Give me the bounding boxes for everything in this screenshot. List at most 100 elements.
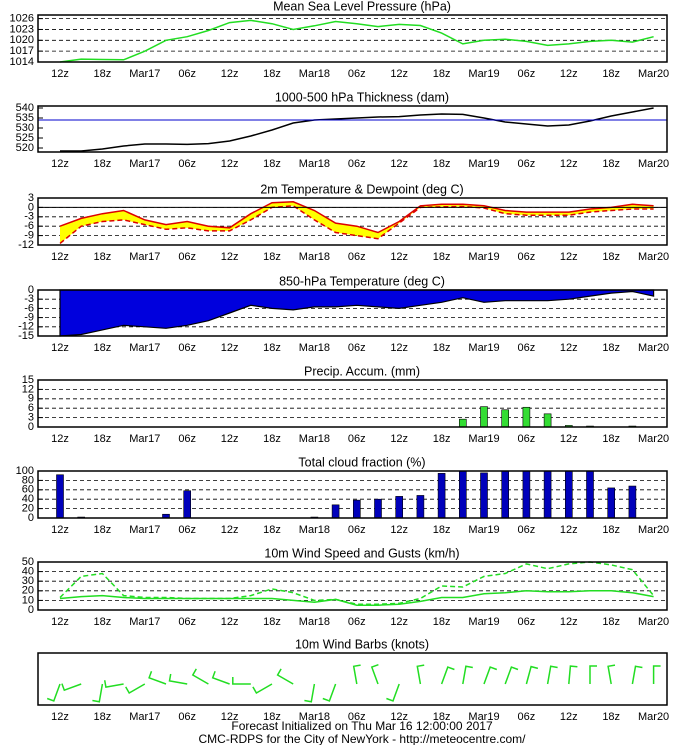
x-tick-label: 18z [433, 342, 451, 354]
panel-title: 2m Temperature & Dewpoint (deg C) [260, 182, 463, 196]
x-tick-label: 12z [51, 711, 69, 723]
x-tick-label: 18z [94, 711, 112, 723]
x-tick-label: Mar17 [129, 342, 160, 354]
x-tick-label: 06z [348, 524, 366, 536]
x-tick-label: Mar20 [638, 433, 669, 445]
x-tick-label: 18z [433, 433, 451, 445]
x-tick-label: Mar18 [299, 433, 330, 445]
x-tick-label: 12z [560, 251, 578, 263]
wind-barb [386, 683, 400, 702]
line [60, 107, 654, 152]
wind-barb [483, 666, 498, 685]
x-tick-label: Mar17 [129, 158, 160, 170]
x-tick-label: Mar19 [468, 524, 499, 536]
x-tick-label: Mar18 [299, 251, 330, 263]
wind-barb [276, 668, 294, 685]
wind-barb [631, 665, 643, 685]
x-tick-label: 18z [94, 433, 112, 445]
area [59, 289, 655, 337]
x-tick-label: 12z [51, 616, 69, 628]
x-tick-label: 18z [263, 68, 281, 80]
x-tick-label: 12z [390, 616, 408, 628]
wind-barb [61, 683, 82, 692]
bar [480, 406, 488, 428]
wind-barb [589, 665, 597, 684]
x-tick-label: 12z [51, 433, 69, 445]
x-tick-label: Mar18 [299, 524, 330, 536]
x-tick-label: Mar20 [638, 342, 669, 354]
wind-barb [416, 664, 425, 685]
y-tick-label: 1020 [10, 34, 34, 46]
x-tick-label: 18z [433, 524, 451, 536]
wind-barb [352, 664, 361, 685]
y-tick-label: 0 [28, 201, 34, 213]
x-tick-label: Mar18 [299, 342, 330, 354]
x-tick-label: 12z [51, 251, 69, 263]
bar [183, 490, 191, 519]
x-tick-label: 12z [560, 711, 578, 723]
x-tick-label: 12z [390, 711, 408, 723]
x-tick-label: 06z [178, 616, 196, 628]
footer-line: Forecast Initialized on Thu Mar 16 12:00… [231, 719, 493, 733]
x-tick-label: 18z [263, 433, 281, 445]
x-tick-label: 12z [560, 524, 578, 536]
y-tick-label: 1026 [10, 13, 34, 25]
wind-barb [607, 664, 616, 685]
bar [352, 499, 361, 519]
plot-frame [37, 105, 668, 153]
wind-barb [568, 665, 578, 685]
bar [458, 470, 467, 519]
x-tick-label: 18z [263, 158, 281, 170]
y-tick-label: 1017 [10, 45, 34, 57]
x-tick-label: Mar17 [129, 68, 160, 80]
bar [458, 418, 467, 428]
x-tick-label: 12z [390, 342, 408, 354]
x-tick-label: 18z [94, 524, 112, 536]
x-tick-label: Mar20 [638, 251, 669, 263]
x-tick-label: Mar17 [129, 524, 160, 536]
x-tick-label: 18z [263, 524, 281, 536]
wind-barb [304, 683, 316, 703]
bar [56, 474, 64, 519]
x-tick-label: 06z [348, 68, 366, 80]
x-tick-label: 18z [263, 616, 281, 628]
x-tick-label: 06z [178, 251, 196, 263]
y-tick-label: 12 [22, 383, 34, 395]
bar [395, 496, 404, 519]
y-tick-label: 0 [28, 284, 34, 296]
x-tick-label: 12z [560, 342, 578, 354]
y-tick-label: -12 [18, 321, 34, 333]
wind-barb [462, 665, 473, 685]
x-tick-label: 18z [602, 711, 620, 723]
plot-frame [37, 561, 668, 611]
wind-barb [370, 663, 379, 685]
x-tick-label: Mar19 [468, 158, 499, 170]
y-tick-label: -3 [24, 211, 34, 223]
x-tick-label: 12z [390, 524, 408, 536]
bar [374, 498, 382, 519]
x-tick-label: 06z [178, 68, 196, 80]
x-tick-label: Mar19 [468, 342, 499, 354]
x-tick-label: 12z [221, 524, 239, 536]
x-tick-label: 06z [518, 158, 536, 170]
wind-barb [440, 666, 455, 685]
bar [331, 504, 340, 519]
x-tick-label: 12z [221, 68, 239, 80]
x-tick-label: 06z [348, 433, 366, 445]
x-tick-label: 12z [390, 158, 408, 170]
wind-barb [148, 670, 167, 685]
x-tick-label: 12z [390, 251, 408, 263]
x-tick-label: 06z [518, 251, 536, 263]
y-tick-label: 9 [28, 393, 34, 405]
x-tick-label: 12z [51, 158, 69, 170]
bar [543, 413, 552, 428]
x-tick-label: Mar19 [468, 616, 499, 628]
x-tick-label: 12z [560, 68, 578, 80]
bar [564, 470, 573, 519]
y-tick-label: 0 [28, 421, 34, 433]
wind-barb [546, 665, 558, 685]
y-tick-label: 40 [22, 493, 34, 505]
x-tick-label: 18z [602, 251, 620, 263]
line [59, 205, 654, 244]
panel-title: 10m Wind Speed and Gusts (km/h) [264, 546, 459, 560]
